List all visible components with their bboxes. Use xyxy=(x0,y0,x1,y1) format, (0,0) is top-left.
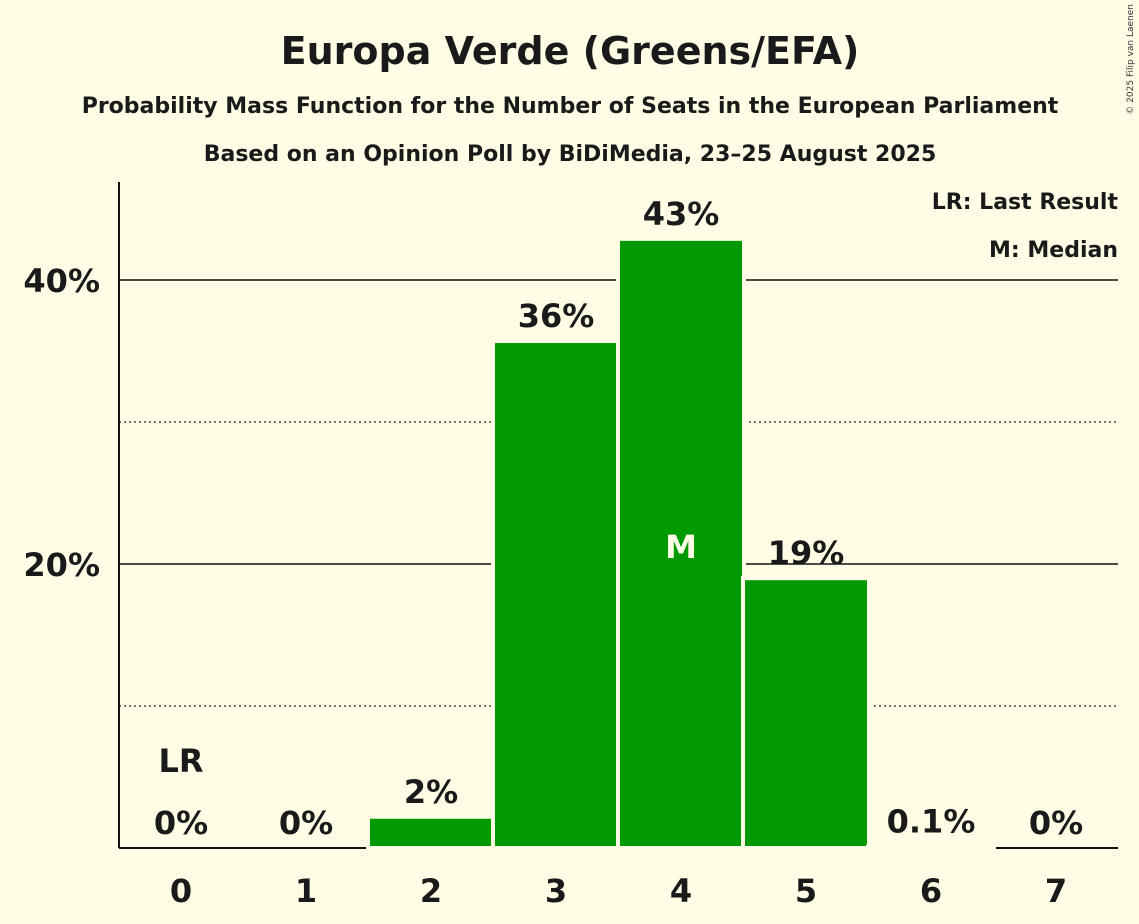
data-label: 2% xyxy=(404,773,458,811)
y-tick-label: 20% xyxy=(23,546,100,584)
x-tick-label: 7 xyxy=(1045,872,1067,910)
last-result-marker: LR xyxy=(158,742,203,780)
x-tick-label: 4 xyxy=(670,872,692,910)
y-tick-label: 40% xyxy=(23,262,100,300)
bar-2 xyxy=(366,814,496,851)
data-label: 0% xyxy=(279,804,333,842)
x-tick-label: 1 xyxy=(295,872,317,910)
x-tick-label: 3 xyxy=(545,872,567,910)
x-tick-label: 5 xyxy=(795,872,817,910)
x-tick-label: 0 xyxy=(170,872,192,910)
data-label: 19% xyxy=(768,534,845,572)
x-tick-label: 6 xyxy=(920,872,942,910)
bar-4 xyxy=(616,236,746,850)
chart-subtitle-2: Based on an Opinion Poll by BiDiMedia, 2… xyxy=(204,142,937,167)
data-label: 43% xyxy=(643,195,720,233)
data-label: 36% xyxy=(518,297,595,335)
chart-subtitle: Probability Mass Function for the Number… xyxy=(82,94,1059,119)
chart-title: Europa Verde (Greens/EFA) xyxy=(281,29,860,73)
data-label: 0% xyxy=(154,804,208,842)
median-marker: M xyxy=(665,528,697,566)
legend-median: M: Median xyxy=(989,238,1118,263)
copyright: © 2025 Filip van Laenen xyxy=(1126,4,1136,115)
bar-6 xyxy=(866,844,996,851)
data-label: 0% xyxy=(1029,804,1083,842)
bar-3 xyxy=(491,339,621,850)
x-tick-label: 2 xyxy=(420,872,442,910)
data-label: 0.1% xyxy=(887,803,976,841)
bar-5 xyxy=(741,576,871,850)
legend-last-result: LR: Last Result xyxy=(932,190,1119,215)
